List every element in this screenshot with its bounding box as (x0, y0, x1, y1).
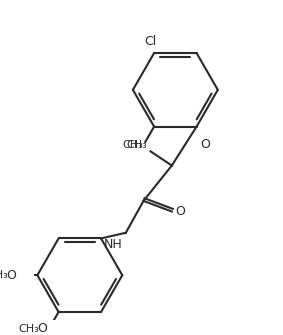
Text: O: O (175, 205, 185, 218)
Text: O: O (6, 269, 16, 282)
Text: Cl: Cl (144, 35, 157, 48)
Text: CH₃: CH₃ (18, 324, 39, 334)
Text: O: O (37, 322, 47, 335)
Text: NH: NH (104, 238, 122, 251)
Text: CH₃: CH₃ (123, 140, 143, 150)
Text: O: O (200, 138, 210, 151)
Text: CH₃: CH₃ (126, 140, 147, 150)
Text: CH₃: CH₃ (0, 270, 8, 280)
